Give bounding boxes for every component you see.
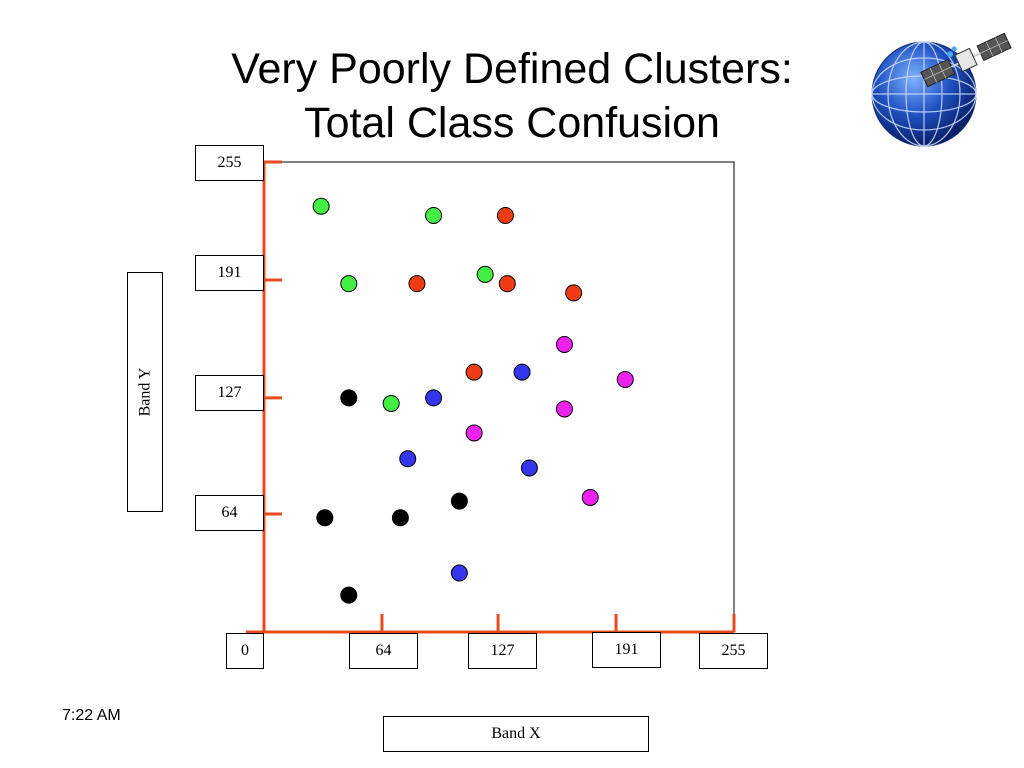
axes: [246, 160, 736, 634]
title-line-1: Very Poorly Defined Clusters:: [231, 45, 793, 93]
scatter-point: [465, 363, 483, 381]
y-tick-label: 255: [195, 145, 264, 181]
scatter-point: [450, 492, 468, 510]
axis-ticks: [264, 160, 736, 632]
scatter-point: [476, 265, 494, 283]
x-tick-label: 255: [699, 633, 768, 669]
y-axis-title: Band Y: [127, 272, 163, 512]
scatter-point: [513, 363, 531, 381]
slide-time: 7:22 AM: [62, 707, 121, 724]
y-tick-label: 64: [195, 495, 264, 531]
satellite-globe-icon: [871, 32, 1012, 147]
scatter-point: [520, 459, 538, 477]
y-tick-label: 191: [195, 255, 264, 291]
scatter-point: [498, 275, 516, 293]
scatter-point: [425, 389, 443, 407]
scatter-point: [340, 389, 358, 407]
x-tick-label: 0: [226, 633, 264, 669]
scatter-point: [425, 206, 443, 224]
title-line-2: Total Class Confusion: [304, 99, 720, 147]
scatter-point: [399, 450, 417, 468]
scatter-point: [340, 586, 358, 604]
scatter-point: [581, 488, 599, 506]
x-tick-label: 191: [592, 632, 661, 668]
scatter-point: [391, 509, 409, 527]
x-axis-title: Band X: [383, 716, 649, 752]
scatter-point: [340, 275, 358, 293]
scatter-point: [312, 197, 330, 215]
scatter-point: [555, 335, 573, 353]
scatter-point: [565, 284, 583, 302]
scatter-point: [465, 424, 483, 442]
scatter-point: [616, 370, 634, 388]
slide-title: Very Poorly Defined Clusters: Total Clas…: [150, 42, 874, 150]
scatter-point: [316, 509, 334, 527]
x-tick-label: 64: [349, 633, 418, 669]
scatter-point: [408, 275, 426, 293]
y-axis-title-text: Band Y: [136, 367, 154, 417]
scatter-points: [312, 197, 634, 604]
scatter-point: [496, 206, 514, 224]
y-tick-label: 127: [195, 375, 264, 411]
scatter-point: [450, 564, 468, 582]
scatter-point: [382, 394, 400, 412]
scatter-point: [555, 400, 573, 418]
x-tick-label: 127: [468, 633, 537, 669]
plot-area-frame: [263, 161, 735, 633]
